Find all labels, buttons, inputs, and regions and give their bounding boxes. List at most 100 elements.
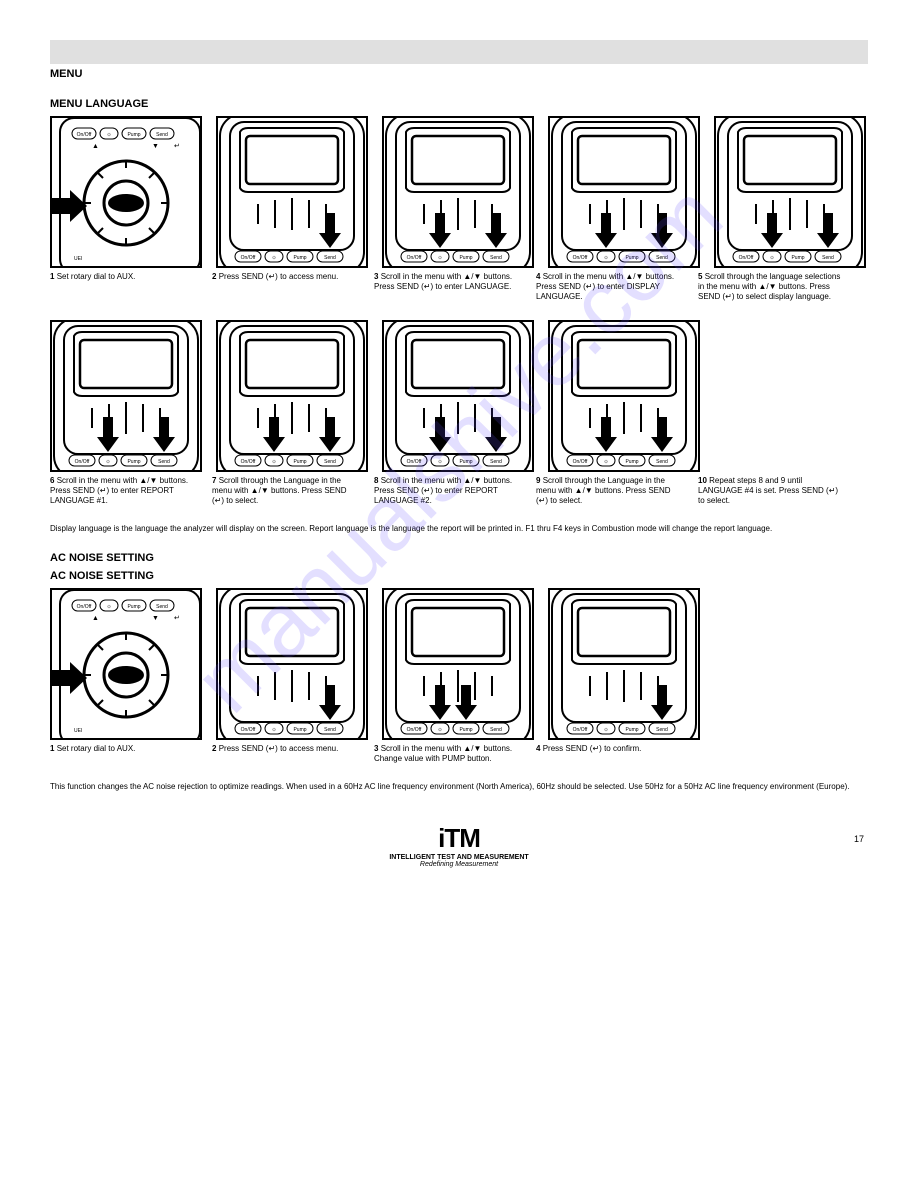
svg-text:On/Off: On/Off <box>407 727 422 733</box>
header-label: MENU <box>50 68 868 80</box>
svg-text:▲: ▲ <box>92 143 99 150</box>
svg-text:Send: Send <box>822 255 834 261</box>
svg-text:☼: ☼ <box>437 727 443 733</box>
row3: On/Off ☼ Pump Send ▲ ▼ ↵ <box>50 588 868 740</box>
note2: This function changes the AC noise rejec… <box>50 782 868 792</box>
footer-company: INTELLIGENT TEST AND MEASUREMENT <box>50 854 868 861</box>
svg-text:Send: Send <box>656 255 668 261</box>
caption-r1-5: 5 Scroll through the language selections… <box>698 272 846 302</box>
svg-text:↵: ↵ <box>174 615 180 622</box>
panel-screen-3: On/Off ☼ Pump Send <box>382 116 534 268</box>
panel-screen-9: On/Off ☼ Pump Send <box>548 320 700 472</box>
panel-screen-7: On/Off ☼ Pump Send <box>216 320 368 472</box>
svg-text:☼: ☼ <box>603 459 609 465</box>
svg-text:On/Off: On/Off <box>573 727 588 733</box>
svg-text:☼: ☼ <box>437 255 443 261</box>
svg-text:On/Off: On/Off <box>241 459 256 465</box>
svg-text:Pump: Pump <box>127 459 140 465</box>
svg-text:On/Off: On/Off <box>241 255 256 261</box>
svg-text:▼: ▼ <box>152 615 159 622</box>
panel-dial: On/Off ☼ Pump Send ▲ ▼ ↵ <box>50 116 202 268</box>
svg-text:On/Off: On/Off <box>573 459 588 465</box>
svg-text:▲: ▲ <box>92 615 99 622</box>
caption-r3-2: 2 Press SEND (↵) to access menu. <box>212 744 360 764</box>
svg-text:On/Off: On/Off <box>77 604 92 610</box>
svg-text:Pump: Pump <box>625 727 638 733</box>
panel-screen-4: On/Off ☼ Pump Send <box>548 116 700 268</box>
svg-text:Pump: Pump <box>791 255 804 261</box>
footer: iTM INTELLIGENT TEST AND MEASUREMENT Red… <box>50 823 868 868</box>
footer-tagline: Redefining Measurement <box>50 861 868 868</box>
page-number: 17 <box>854 834 864 844</box>
row2: On/Off ☼ Pump Send On/Off ☼ Pump Send <box>50 320 868 472</box>
svg-text:UEI: UEI <box>74 728 82 734</box>
panel-screen-b3: On/Off ☼ Pump Send <box>382 588 534 740</box>
svg-text:☼: ☼ <box>271 255 277 261</box>
caption-r3-1: 1 Set rotary dial to AUX. <box>50 744 198 764</box>
row1: On/Off ☼ Pump Send ▲ ▼ ↵ <box>50 116 868 268</box>
panel-screen-5: On/Off ☼ Pump Send <box>714 116 866 268</box>
caption-r1-4: 4 Scroll in the menu with ▲/▼ buttons. P… <box>536 272 684 302</box>
svg-text:☼: ☼ <box>603 255 609 261</box>
svg-text:☼: ☼ <box>769 255 775 261</box>
svg-text:On/Off: On/Off <box>241 727 256 733</box>
svg-text:Send: Send <box>324 459 336 465</box>
svg-text:☼: ☼ <box>271 459 277 465</box>
caption-r2-6: 6 Scroll in the menu with ▲/▼ buttons. P… <box>50 476 198 506</box>
svg-text:Pump: Pump <box>293 727 306 733</box>
svg-text:☼: ☼ <box>437 459 443 465</box>
header-gray-bar <box>50 40 868 64</box>
caption-r2-7: 7 Scroll through the Language in the men… <box>212 476 360 506</box>
svg-text:Pump: Pump <box>293 255 306 261</box>
caption-r1-3: 3 Scroll in the menu with ▲/▼ buttons. P… <box>374 272 522 302</box>
svg-text:☼: ☼ <box>106 132 112 138</box>
svg-text:Pump: Pump <box>127 604 140 610</box>
panel-screen-6: On/Off ☼ Pump Send <box>50 320 202 472</box>
svg-text:☼: ☼ <box>105 459 111 465</box>
section1-title: MENU LANGUAGE <box>50 98 868 110</box>
svg-text:☼: ☼ <box>603 727 609 733</box>
row1-captions: 1 Set rotary dial to AUX. 2 Press SEND (… <box>50 272 868 302</box>
svg-text:Pump: Pump <box>459 727 472 733</box>
svg-text:UEI: UEI <box>74 256 82 262</box>
svg-text:▼: ▼ <box>152 143 159 150</box>
panel-screen-b2: On/Off ☼ Pump Send <box>216 588 368 740</box>
footer-logo: iTM <box>50 823 868 854</box>
svg-text:Send: Send <box>324 255 336 261</box>
svg-text:Send: Send <box>156 132 168 138</box>
caption-r1-2: 2 Press SEND (↵) to access menu. <box>212 272 360 302</box>
row3-captions: 1 Set rotary dial to AUX. 2 Press SEND (… <box>50 744 868 764</box>
svg-text:On/Off: On/Off <box>75 459 90 465</box>
svg-text:On/Off: On/Off <box>407 459 422 465</box>
svg-text:Send: Send <box>656 459 668 465</box>
svg-text:Pump: Pump <box>127 132 140 138</box>
svg-text:On/Off: On/Off <box>739 255 754 261</box>
section2-heading: AC NOISE SETTING <box>50 552 868 564</box>
svg-text:Pump: Pump <box>459 459 472 465</box>
svg-text:On/Off: On/Off <box>573 255 588 261</box>
svg-text:Send: Send <box>490 727 502 733</box>
svg-text:Send: Send <box>324 727 336 733</box>
svg-text:☼: ☼ <box>106 604 112 610</box>
svg-text:Pump: Pump <box>625 255 638 261</box>
panel-dial-2: On/Off ☼ Pump Send ▲ ▼ ↵ <box>50 588 202 740</box>
caption-r2-8: 8 Scroll in the menu with ▲/▼ buttons. P… <box>374 476 522 506</box>
caption-r3-3: 3 Scroll in the menu with ▲/▼ buttons. C… <box>374 744 522 764</box>
svg-text:Send: Send <box>490 255 502 261</box>
caption-r3-4: 4 Press SEND (↵) to confirm. <box>536 744 684 764</box>
caption-r1-1: 1 Set rotary dial to AUX. <box>50 272 198 302</box>
panel-screen-b4: On/Off ☼ Pump Send <box>548 588 700 740</box>
svg-text:Pump: Pump <box>625 459 638 465</box>
svg-text:☼: ☼ <box>271 727 277 733</box>
row2-captions: 6 Scroll in the menu with ▲/▼ buttons. P… <box>50 476 868 506</box>
svg-text:Send: Send <box>490 459 502 465</box>
note1: Display language is the language the ana… <box>50 524 868 534</box>
section2-title: AC NOISE SETTING <box>50 570 868 582</box>
caption-r2-9: 9 Scroll through the Language in the men… <box>536 476 684 506</box>
panel-screen-2: On/Off ☼ Pump Send <box>216 116 368 268</box>
svg-text:Pump: Pump <box>459 255 472 261</box>
panel-screen-8: On/Off ☼ Pump Send <box>382 320 534 472</box>
svg-text:Send: Send <box>156 604 168 610</box>
svg-text:Send: Send <box>656 727 668 733</box>
svg-text:On/Off: On/Off <box>407 255 422 261</box>
